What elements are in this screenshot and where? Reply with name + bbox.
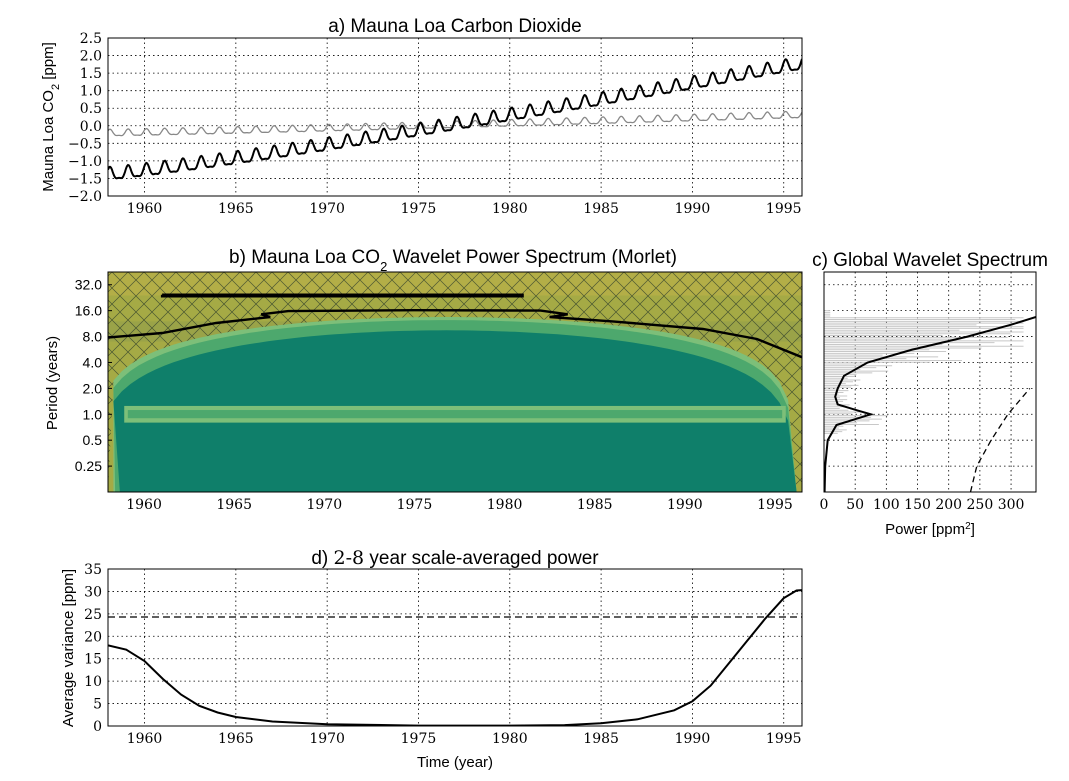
annual-cycle-core xyxy=(127,410,783,419)
x-tick-label: 1965 xyxy=(218,201,254,217)
y-tick-label: 0.5 xyxy=(80,101,102,117)
x-tick-label: 1970 xyxy=(309,731,345,747)
x-tick-label: 1995 xyxy=(766,201,802,217)
x-tick-label: 1980 xyxy=(492,731,528,747)
x-tick-label: 1990 xyxy=(667,497,703,513)
y-tick-label: −2.0 xyxy=(68,189,102,205)
y-tick-label: 2.0 xyxy=(83,380,103,396)
panel-b: b) Mauna Loa CO2 Wavelet Power Spectrum … xyxy=(44,247,803,513)
panel-c-frame xyxy=(823,271,1037,493)
x-tick-label: 1985 xyxy=(577,497,613,513)
panel-d: d) 2-8 year scale-averaged power Average… xyxy=(60,547,803,771)
x-tick-label: 1980 xyxy=(487,497,523,513)
panel-c: c) Global Wavelet Spectrum Power [ppm2] … xyxy=(812,250,1048,538)
panel-c-xlabel: Power [ppm2] xyxy=(885,521,975,539)
y-tick-label: 8.0 xyxy=(83,329,103,345)
y-tick-label: 30 xyxy=(84,584,102,600)
panel-d-ylabel: Average variance [ppm] xyxy=(60,569,77,727)
panel-d-ticks: 1960 1965 1970 1975 1980 1985 1990 1995 0 5 10 15 20… xyxy=(84,562,801,747)
y-tick-label: −1.0 xyxy=(68,154,102,170)
panel-c-ticks: 0 50 100 150 200 250 300 xyxy=(820,497,1025,513)
panel-b-title: b) Mauna Loa CO2 Wavelet Power Spectrum … xyxy=(229,247,677,274)
x-tick-label: 1965 xyxy=(216,497,252,513)
x-tick-label: 1995 xyxy=(766,731,802,747)
y-tick-label: 25 xyxy=(84,607,102,623)
x-tick-label: 1970 xyxy=(306,497,342,513)
x-tick-label: 1990 xyxy=(675,731,711,747)
y-tick-label: 0 xyxy=(93,719,102,735)
panel-b-frame xyxy=(107,271,803,493)
y-tick-label: 1.5 xyxy=(80,66,102,82)
x-tick-label: 1985 xyxy=(583,201,619,217)
panel-a-grid xyxy=(108,38,802,196)
x-tick-label: 150 xyxy=(904,497,931,513)
x-tick-label: 1980 xyxy=(492,201,528,217)
y-tick-label: 20 xyxy=(84,629,102,645)
x-tick-label: 1965 xyxy=(218,731,254,747)
panel-d-xlabel: Time (year) xyxy=(417,754,493,771)
panel-c-grid xyxy=(824,272,1036,492)
panel-d-frame xyxy=(107,568,803,727)
panel-d-title: d) 2-8 year scale-averaged power xyxy=(311,547,599,569)
y-tick-label: 10 xyxy=(84,674,102,690)
y-tick-label: 2.5 xyxy=(80,31,102,47)
x-tick-label: 1960 xyxy=(127,731,163,747)
y-tick-label: 0.25 xyxy=(75,458,102,474)
y-tick-label: 1.0 xyxy=(80,84,102,100)
x-tick-label: 1960 xyxy=(127,201,163,217)
scale-averaged-power-line xyxy=(108,589,802,726)
x-tick-label: 0 xyxy=(820,497,829,513)
x-tick-label: 50 xyxy=(846,497,864,513)
y-tick-label: 16.0 xyxy=(75,303,102,319)
y-tick-label: −1.5 xyxy=(68,171,102,187)
panel-a-ylabel: Mauna Loa CO2 [ppm] xyxy=(40,42,62,192)
panel-b-ticks: 1960 1965 1970 1975 1980 1985 1990 1995 32.0 16.0… xyxy=(75,277,793,513)
x-tick-label: 1975 xyxy=(397,497,433,513)
y-tick-label: 2.0 xyxy=(80,49,102,65)
y-tick-label: 32.0 xyxy=(75,277,102,293)
y-tick-label: 0.0 xyxy=(80,119,102,135)
y-tick-label: 15 xyxy=(84,652,102,668)
local-spectra-lines xyxy=(824,310,1024,434)
significance-contour-upper xyxy=(160,293,524,298)
x-tick-label: 250 xyxy=(967,497,994,513)
panel-a-title: a) Mauna Loa Carbon Dioxide xyxy=(328,16,582,37)
panel-d-grid xyxy=(108,569,802,726)
x-tick-label: 1960 xyxy=(126,497,162,513)
x-tick-label: 1990 xyxy=(675,201,711,217)
x-tick-label: 1975 xyxy=(401,731,437,747)
x-tick-label: 1985 xyxy=(583,731,619,747)
x-tick-label: 1995 xyxy=(757,497,793,513)
x-tick-label: 100 xyxy=(873,497,900,513)
panel-a-frame xyxy=(107,37,803,197)
panel-c-title: c) Global Wavelet Spectrum xyxy=(812,250,1048,271)
significance-contour-lower xyxy=(108,308,802,359)
global-spectrum-line xyxy=(824,316,1036,492)
panel-a-ticks: 1960 1965 1970 1975 1980 1985 1990 1995 −2.0 −1.5… xyxy=(68,31,802,217)
series-line-co2 xyxy=(108,58,802,180)
x-tick-label: 1975 xyxy=(401,201,437,217)
y-tick-label: −0.5 xyxy=(68,136,102,152)
series-line-detrended xyxy=(108,110,802,137)
panel-a: a) Mauna Loa Carbon Dioxide Mauna Loa CO… xyxy=(40,16,803,217)
panel-b-ylabel: Period (years) xyxy=(44,336,61,430)
y-tick-label: 4.0 xyxy=(83,354,103,370)
x-tick-label: 200 xyxy=(935,497,962,513)
y-tick-label: 1.0 xyxy=(83,406,103,422)
x-tick-label: 300 xyxy=(998,497,1025,513)
x-tick-label: 1970 xyxy=(309,201,345,217)
y-tick-label: 5 xyxy=(93,697,102,713)
y-tick-label: 35 xyxy=(84,562,102,578)
y-tick-label: 0.5 xyxy=(83,432,103,448)
